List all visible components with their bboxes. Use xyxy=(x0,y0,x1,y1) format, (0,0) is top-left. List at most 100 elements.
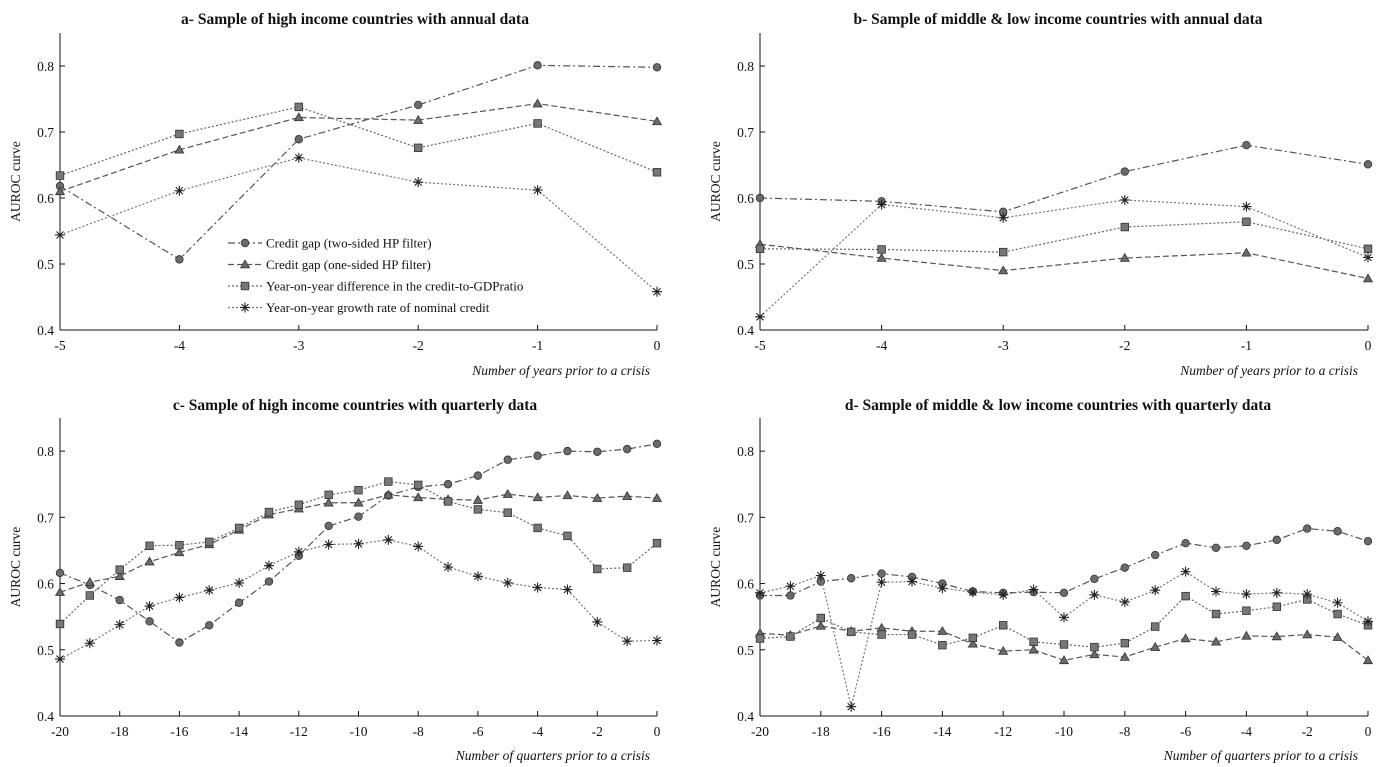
data-point xyxy=(354,485,363,495)
data-point xyxy=(652,168,662,177)
data-point xyxy=(174,592,185,603)
data-point xyxy=(652,439,662,449)
data-point xyxy=(174,144,185,154)
legend-label: Year-on-year growth rate of nominal cred… xyxy=(266,300,490,315)
data-point xyxy=(937,583,948,594)
data-point xyxy=(234,577,245,588)
data-point xyxy=(816,613,825,623)
data-point xyxy=(1332,597,1343,608)
data-point xyxy=(264,507,274,517)
data-point xyxy=(1241,201,1252,212)
data-point xyxy=(786,591,795,600)
data-point xyxy=(174,547,185,557)
data-point xyxy=(1029,637,1038,647)
x-tick-label: -2 xyxy=(1119,338,1130,353)
legend-marker xyxy=(240,281,250,291)
data-point xyxy=(55,568,65,578)
series-line xyxy=(759,199,1369,318)
series-line xyxy=(759,243,1369,280)
x-tick-label: -16 xyxy=(873,724,891,739)
data-point xyxy=(473,505,483,514)
legend-item: Year-on-year growth rate of nominal cred… xyxy=(228,300,490,315)
data-point xyxy=(755,193,765,203)
x-tick-label: -18 xyxy=(812,724,830,739)
y-axis-label: AUROC curve xyxy=(8,141,23,222)
data-point xyxy=(413,177,424,188)
data-point xyxy=(414,100,423,110)
data-point xyxy=(652,538,662,548)
data-point xyxy=(876,577,887,588)
data-point xyxy=(1333,527,1342,536)
x-tick-label: -5 xyxy=(54,338,65,353)
data-point xyxy=(1181,538,1190,548)
data-point xyxy=(847,574,856,583)
data-point xyxy=(1211,586,1221,597)
data-point xyxy=(1363,160,1373,169)
y-tick-label: 0.8 xyxy=(37,444,54,459)
data-point xyxy=(562,584,573,595)
data-point xyxy=(1119,651,1130,661)
data-point xyxy=(294,500,303,509)
series-square xyxy=(55,102,662,180)
series-star xyxy=(755,566,1373,712)
data-point xyxy=(562,490,573,500)
data-point xyxy=(532,492,543,502)
data-point xyxy=(877,245,886,254)
data-point xyxy=(84,577,95,586)
data-point xyxy=(205,621,214,630)
data-point xyxy=(413,143,423,153)
series-circle xyxy=(755,524,1373,600)
data-point xyxy=(877,569,886,578)
data-point xyxy=(1150,641,1161,651)
data-point xyxy=(1089,649,1100,659)
data-point xyxy=(846,701,857,712)
x-tick-label: -10 xyxy=(1055,724,1073,739)
data-point xyxy=(967,638,978,648)
data-point xyxy=(755,587,765,598)
data-point xyxy=(55,229,65,240)
data-point xyxy=(54,586,66,596)
series-line xyxy=(759,221,1369,253)
x-tick-label: -4 xyxy=(532,724,543,739)
data-point xyxy=(85,591,95,600)
data-point xyxy=(145,541,154,551)
y-tick-label: 0.5 xyxy=(37,643,54,658)
data-point xyxy=(204,585,215,596)
data-point xyxy=(1272,602,1281,611)
data-point xyxy=(592,492,603,502)
y-axis-label: AUROC curve xyxy=(708,141,723,222)
data-point xyxy=(998,212,1009,223)
data-point xyxy=(876,622,887,632)
data-point xyxy=(593,564,602,574)
series-triangle xyxy=(754,238,1374,283)
data-point xyxy=(998,645,1009,655)
chart-title: b- Sample of middle & low income countri… xyxy=(853,11,1262,28)
data-point xyxy=(651,116,663,126)
data-point xyxy=(293,152,304,163)
legend-label: Credit gap (one-sided HP filter) xyxy=(266,257,431,272)
x-tick-label: -4 xyxy=(1241,724,1252,739)
data-point xyxy=(786,632,795,641)
data-point xyxy=(785,581,796,592)
data-point xyxy=(1242,541,1251,551)
data-point xyxy=(1362,655,1374,665)
data-point xyxy=(144,601,155,612)
y-tick-label: 0.4 xyxy=(737,323,754,338)
data-point xyxy=(532,185,543,196)
x-tick-label: -4 xyxy=(876,338,887,353)
legend-item: Year-on-year difference in the credit-to… xyxy=(228,279,523,294)
data-point xyxy=(592,616,603,627)
data-point xyxy=(175,540,184,550)
legend: Credit gap (two-sided HP filter) Credit g… xyxy=(228,236,523,315)
data-point xyxy=(55,654,65,665)
data-point xyxy=(652,63,662,72)
series-line xyxy=(59,106,658,177)
data-point xyxy=(1120,222,1129,232)
x-tick-label: -20 xyxy=(51,724,69,739)
data-point xyxy=(1120,638,1129,648)
data-point xyxy=(384,477,393,486)
y-tick-label: 0.7 xyxy=(737,125,754,140)
data-point xyxy=(1241,630,1252,640)
data-point xyxy=(533,61,542,70)
